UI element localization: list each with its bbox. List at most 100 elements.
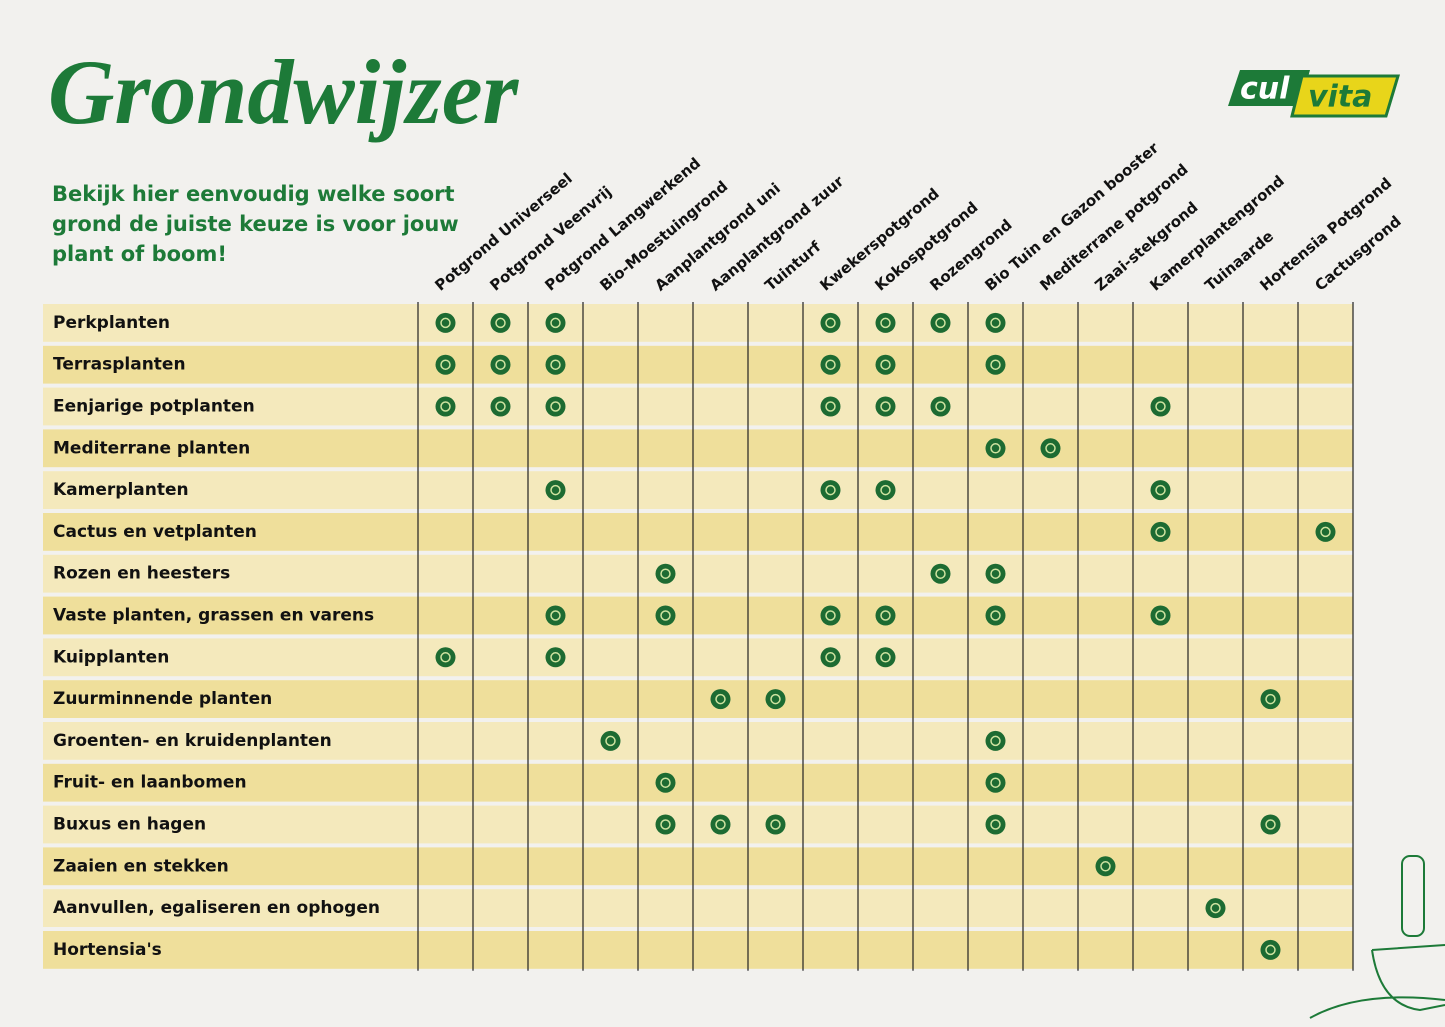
- check-dot: [820, 354, 841, 375]
- check-dot: [1260, 814, 1281, 835]
- row-band: [43, 889, 1353, 927]
- row-band: [43, 680, 1353, 718]
- row-label: Terrasplanten: [53, 355, 186, 375]
- check-dot-inner: [990, 568, 1001, 579]
- row-label: Fruit- en laanbomen: [53, 773, 247, 793]
- check-dot: [1040, 438, 1061, 459]
- check-dot: [490, 354, 511, 375]
- check-dot: [1205, 898, 1226, 919]
- check-dot: [1260, 939, 1281, 960]
- check-dot: [710, 814, 731, 835]
- check-dot-inner: [935, 317, 946, 329]
- check-dot: [545, 647, 566, 668]
- check-dot-inner: [825, 317, 836, 329]
- check-dot: [545, 605, 566, 626]
- check-dot-inner: [660, 777, 671, 788]
- check-dot-inner: [990, 819, 1001, 830]
- check-dot-inner: [825, 652, 836, 663]
- check-dot-inner: [715, 693, 726, 705]
- check-dot: [820, 396, 841, 417]
- check-dot-inner: [1265, 693, 1276, 705]
- check-dot: [655, 563, 676, 584]
- check-dot: [985, 730, 1006, 751]
- check-dot-inner: [550, 317, 561, 329]
- row-band: [43, 847, 1353, 886]
- row-band: [43, 471, 1353, 509]
- check-dot: [1150, 605, 1171, 626]
- check-dot-inner: [495, 401, 506, 412]
- check-dot: [985, 563, 1006, 584]
- row-label: Vaste planten, grassen en varens: [53, 606, 374, 626]
- subtitle: Bekijk hier eenvoudig welke soort: [52, 182, 455, 206]
- check-dot: [930, 396, 951, 417]
- check-dot-inner: [825, 401, 836, 412]
- check-dot: [1150, 480, 1171, 501]
- check-dot: [765, 814, 786, 835]
- check-dot: [875, 312, 896, 333]
- check-dot-inner: [660, 568, 671, 579]
- check-dot: [435, 647, 456, 668]
- row-band: [43, 805, 1353, 844]
- row-band: [43, 387, 1353, 426]
- row-band: [43, 596, 1353, 635]
- check-dot: [985, 605, 1006, 626]
- check-dot: [545, 312, 566, 333]
- check-dot: [875, 480, 896, 501]
- check-dot-inner: [935, 401, 946, 412]
- check-dot: [985, 438, 1006, 459]
- check-dot-inner: [1265, 819, 1276, 830]
- check-dot: [875, 354, 896, 375]
- check-dot: [1150, 396, 1171, 417]
- row-label: Kamerplanten: [53, 480, 189, 500]
- check-dot-inner: [1320, 526, 1331, 538]
- check-dot-inner: [880, 317, 891, 329]
- check-dot: [435, 354, 456, 375]
- check-dot-inner: [660, 610, 671, 621]
- check-dot-inner: [440, 359, 451, 370]
- row-band: [43, 554, 1353, 593]
- check-dot-inner: [880, 484, 891, 496]
- row-label: Cactus en vetplanten: [53, 522, 257, 542]
- check-dot-inner: [990, 735, 1001, 747]
- check-dot-inner: [550, 610, 561, 621]
- check-dot: [655, 772, 676, 793]
- subtitle: grond de juiste keuze is voor jouw: [52, 212, 459, 236]
- check-dot-inner: [1265, 944, 1276, 956]
- check-dot: [875, 647, 896, 668]
- row-label: Groenten- en kruidenplanten: [53, 731, 332, 751]
- check-dot: [985, 354, 1006, 375]
- row-band: [43, 345, 1353, 384]
- check-dot-inner: [440, 401, 451, 412]
- row-label: Buxus en hagen: [53, 815, 206, 835]
- row-band: [43, 429, 1353, 468]
- check-dot-inner: [550, 484, 561, 496]
- check-dot-inner: [495, 359, 506, 370]
- check-dot: [545, 396, 566, 417]
- check-dot-inner: [825, 359, 836, 370]
- trowel: [1309, 855, 1445, 1019]
- row-label: Zuurminnende planten: [53, 689, 272, 709]
- check-dot: [820, 605, 841, 626]
- row-label: Mediterrane planten: [53, 438, 250, 458]
- logo-text: cul: [1240, 72, 1290, 107]
- check-dot: [985, 312, 1006, 333]
- check-dot-inner: [1045, 443, 1056, 454]
- check-dot: [655, 814, 676, 835]
- check-dot: [930, 563, 951, 584]
- check-dot-inner: [660, 819, 671, 830]
- check-dot-inner: [770, 693, 781, 705]
- check-dot: [1315, 521, 1336, 542]
- check-dot-inner: [1100, 861, 1111, 872]
- check-dot-inner: [550, 652, 561, 663]
- row-band: [43, 931, 1353, 969]
- check-dot: [765, 689, 786, 710]
- check-dot: [1095, 856, 1116, 877]
- title: Grondwijzer: [48, 41, 520, 143]
- check-dot-inner: [880, 610, 891, 621]
- logo: cul vita: [1228, 70, 1401, 118]
- check-dot: [820, 647, 841, 668]
- check-dot: [545, 354, 566, 375]
- check-dot-inner: [440, 652, 451, 663]
- check-dot: [490, 396, 511, 417]
